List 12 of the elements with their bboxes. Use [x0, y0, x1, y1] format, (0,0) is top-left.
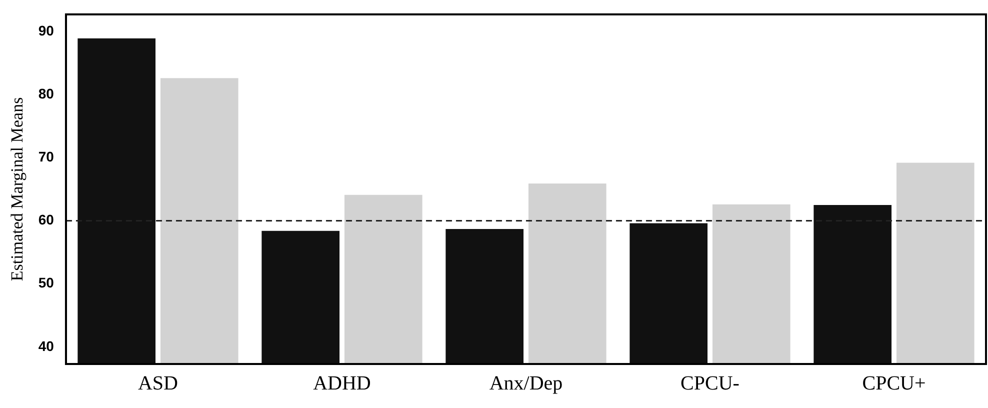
x-tick-label: ADHD	[313, 372, 371, 394]
y-tick-label: 40	[38, 338, 54, 354]
y-tick-label: 70	[38, 148, 54, 165]
x-tick-label: CPCU-	[680, 372, 740, 394]
y-tick-label: 80	[38, 85, 54, 102]
y-tick-label: 50	[38, 274, 54, 291]
y-tick-label: 60	[38, 212, 54, 228]
x-tick-label: Anx/Dep	[489, 372, 563, 394]
x-tick-label: CPCU+	[862, 372, 926, 394]
y-axis-title: Estimated Marginal Means	[8, 97, 27, 282]
x-tick-label: ASD	[138, 372, 178, 394]
y-tick-label: 90	[38, 22, 54, 38]
